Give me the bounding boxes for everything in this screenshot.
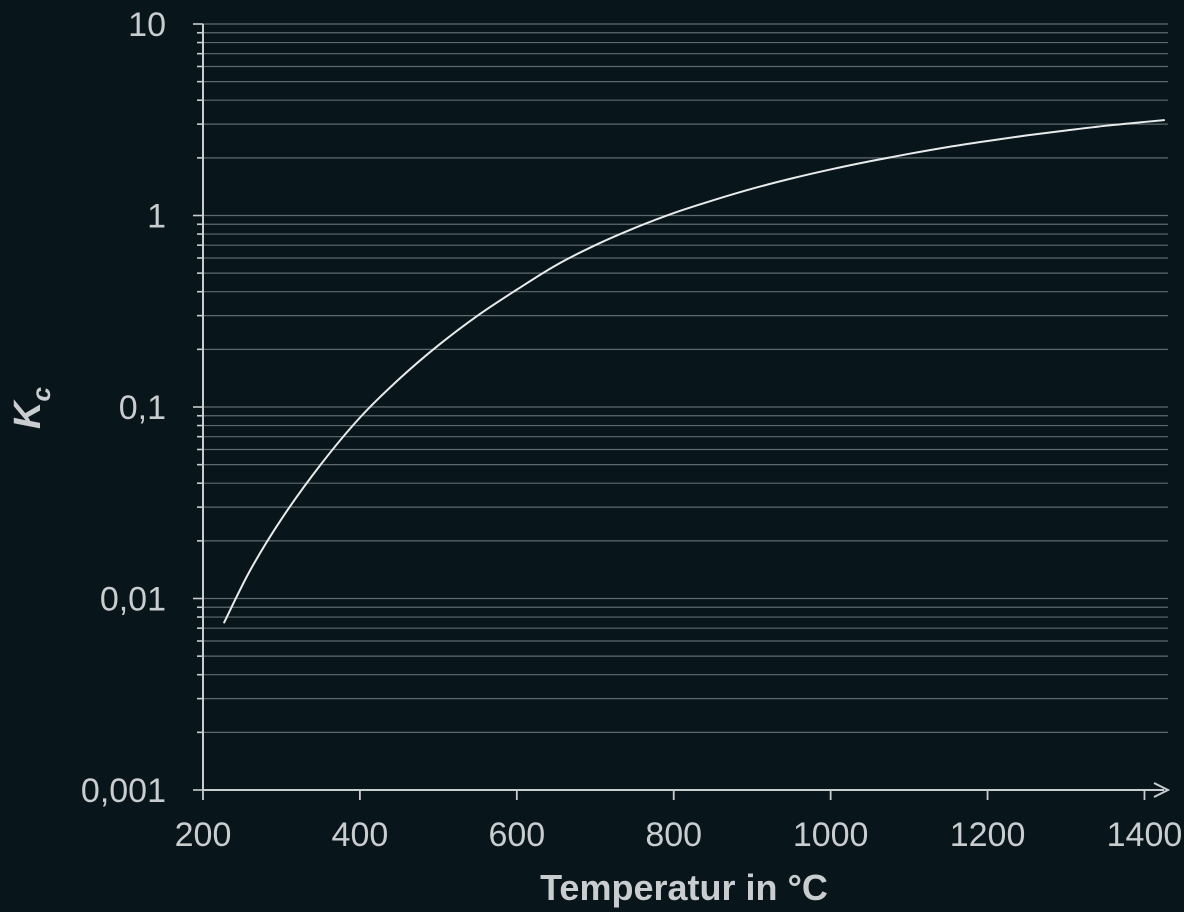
series-layer [223, 119, 1166, 624]
y-tick-label: 0,001 [81, 772, 166, 810]
y-axis-title-main: K [7, 399, 49, 429]
y-axis-title: Kc [7, 387, 56, 429]
x-tick-label: 200 [175, 816, 232, 854]
x-axis-title: Temperatur in °C [540, 867, 828, 908]
x-tick-label: 1000 [793, 816, 869, 854]
y-tick-label: 0,01 [100, 581, 166, 619]
x-tick-label: 400 [332, 816, 389, 854]
x-tick-label: 600 [488, 816, 545, 854]
y-tick-label: 0,1 [119, 389, 166, 427]
y-tick-label: 1 [147, 198, 166, 236]
tick-labels: 200 400 600 800 1000 1200 1400 0,001 0,01 0,1 1 10 [81, 6, 1182, 854]
grid-lines [203, 23, 1168, 733]
y-axis-title-subscript: c [26, 387, 56, 402]
axes [193, 23, 1171, 800]
y-tick-label: 10 [128, 6, 166, 44]
series-line-0 [223, 119, 1166, 624]
x-axis-arrow [1153, 782, 1171, 798]
x-tick-label: 800 [645, 816, 702, 854]
x-tick-label: 1200 [950, 816, 1026, 854]
x-tick-label: 1400 [1107, 816, 1183, 854]
